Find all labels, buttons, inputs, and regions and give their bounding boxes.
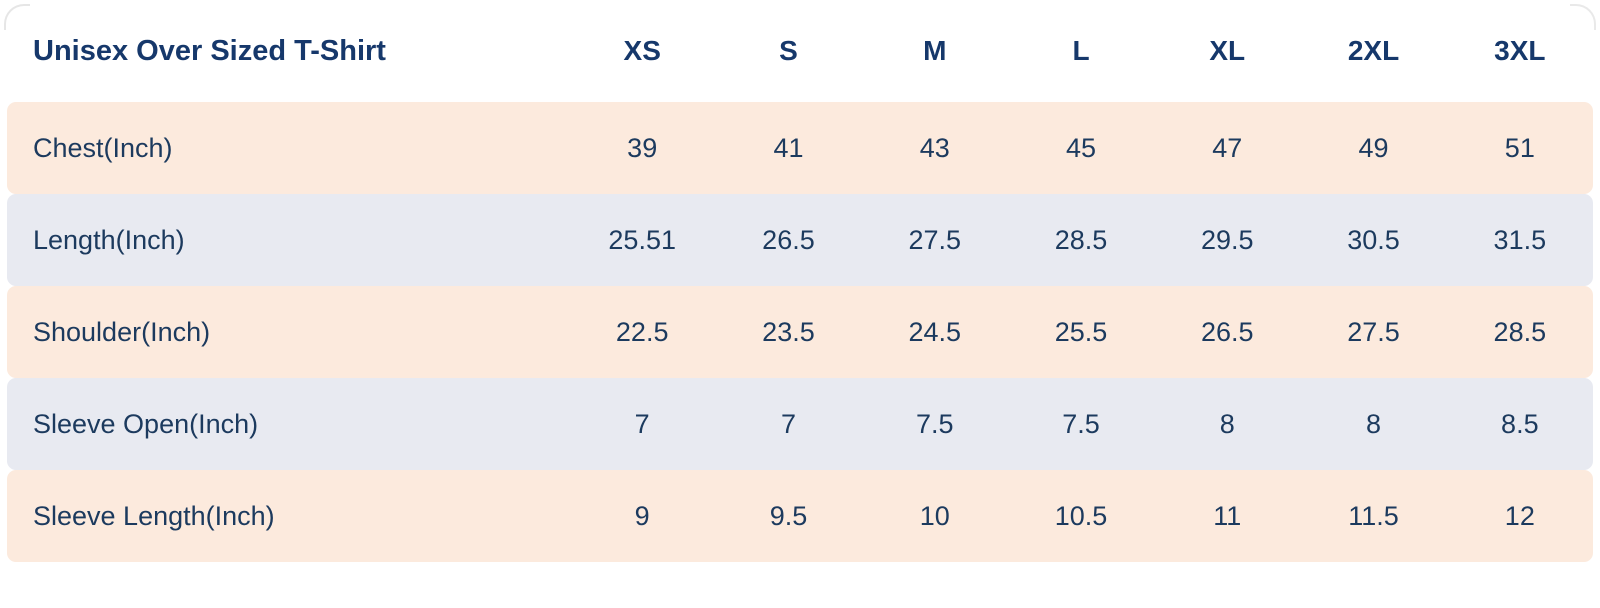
table-cell: 22.5 bbox=[569, 286, 716, 378]
table-cell: 7 bbox=[715, 378, 862, 470]
row-label: Sleeve Open(Inch) bbox=[7, 378, 570, 470]
table-row-sleeve-length: Sleeve Length(Inch) 9 9.5 10 10.5 11 11.… bbox=[7, 470, 1593, 562]
size-col-header-2xl: 2XL bbox=[1300, 0, 1447, 102]
table-cell: 51 bbox=[1446, 102, 1593, 194]
table-cell: 7 bbox=[569, 378, 716, 470]
chart-title: Unisex Over Sized T-Shirt bbox=[7, 0, 570, 102]
table-cell: 11.5 bbox=[1300, 470, 1447, 562]
row-label: Length(Inch) bbox=[7, 194, 570, 286]
table-cell: 31.5 bbox=[1446, 194, 1593, 286]
table-cell: 25.51 bbox=[569, 194, 716, 286]
table-cell: 8 bbox=[1154, 378, 1301, 470]
table-cell: 24.5 bbox=[861, 286, 1008, 378]
table-cell: 9.5 bbox=[715, 470, 862, 562]
table-row-shoulder: Shoulder(Inch) 22.5 23.5 24.5 25.5 26.5 … bbox=[7, 286, 1593, 378]
row-label: Chest(Inch) bbox=[7, 102, 570, 194]
table-cell: 10 bbox=[861, 470, 1008, 562]
size-col-header-s: S bbox=[715, 0, 862, 102]
table-cell: 27.5 bbox=[861, 194, 1008, 286]
table-cell: 26.5 bbox=[1154, 286, 1301, 378]
table-cell: 7.5 bbox=[861, 378, 1008, 470]
table-cell: 11 bbox=[1154, 470, 1301, 562]
table-cell: 8 bbox=[1300, 378, 1447, 470]
table-cell: 8.5 bbox=[1446, 378, 1593, 470]
size-col-header-m: M bbox=[861, 0, 1008, 102]
table-cell: 29.5 bbox=[1154, 194, 1301, 286]
table-cell: 28.5 bbox=[1007, 194, 1155, 286]
table-cell: 49 bbox=[1300, 102, 1447, 194]
table-cell: 39 bbox=[569, 102, 716, 194]
table-row-chest: Chest(Inch) 39 41 43 45 47 49 51 bbox=[7, 102, 1593, 194]
table-cell: 43 bbox=[861, 102, 1008, 194]
table-cell: 26.5 bbox=[715, 194, 862, 286]
table-cell: 28.5 bbox=[1446, 286, 1593, 378]
table-cell: 30.5 bbox=[1300, 194, 1447, 286]
table-cell: 45 bbox=[1007, 102, 1155, 194]
size-col-header-l: L bbox=[1007, 0, 1155, 102]
table-cell: 47 bbox=[1154, 102, 1301, 194]
table-cell: 27.5 bbox=[1300, 286, 1447, 378]
table-row-sleeve-open: Sleeve Open(Inch) 7 7 7.5 7.5 8 8 8.5 bbox=[7, 378, 1593, 470]
size-chart-table: Unisex Over Sized T-Shirt XS S M L XL 2X… bbox=[7, 0, 1593, 562]
table-cell: 41 bbox=[715, 102, 862, 194]
size-chart-header-row: Unisex Over Sized T-Shirt XS S M L XL 2X… bbox=[7, 0, 1593, 102]
row-label: Shoulder(Inch) bbox=[7, 286, 570, 378]
size-col-header-xs: XS bbox=[569, 0, 716, 102]
size-col-header-3xl: 3XL bbox=[1446, 0, 1593, 102]
table-row-length: Length(Inch) 25.51 26.5 27.5 28.5 29.5 3… bbox=[7, 194, 1593, 286]
table-cell: 10.5 bbox=[1007, 470, 1155, 562]
table-cell: 7.5 bbox=[1007, 378, 1155, 470]
size-col-header-xl: XL bbox=[1154, 0, 1301, 102]
table-cell: 25.5 bbox=[1007, 286, 1155, 378]
table-cell: 23.5 bbox=[715, 286, 862, 378]
table-cell: 9 bbox=[569, 470, 716, 562]
row-label: Sleeve Length(Inch) bbox=[7, 470, 570, 562]
table-cell: 12 bbox=[1446, 470, 1593, 562]
